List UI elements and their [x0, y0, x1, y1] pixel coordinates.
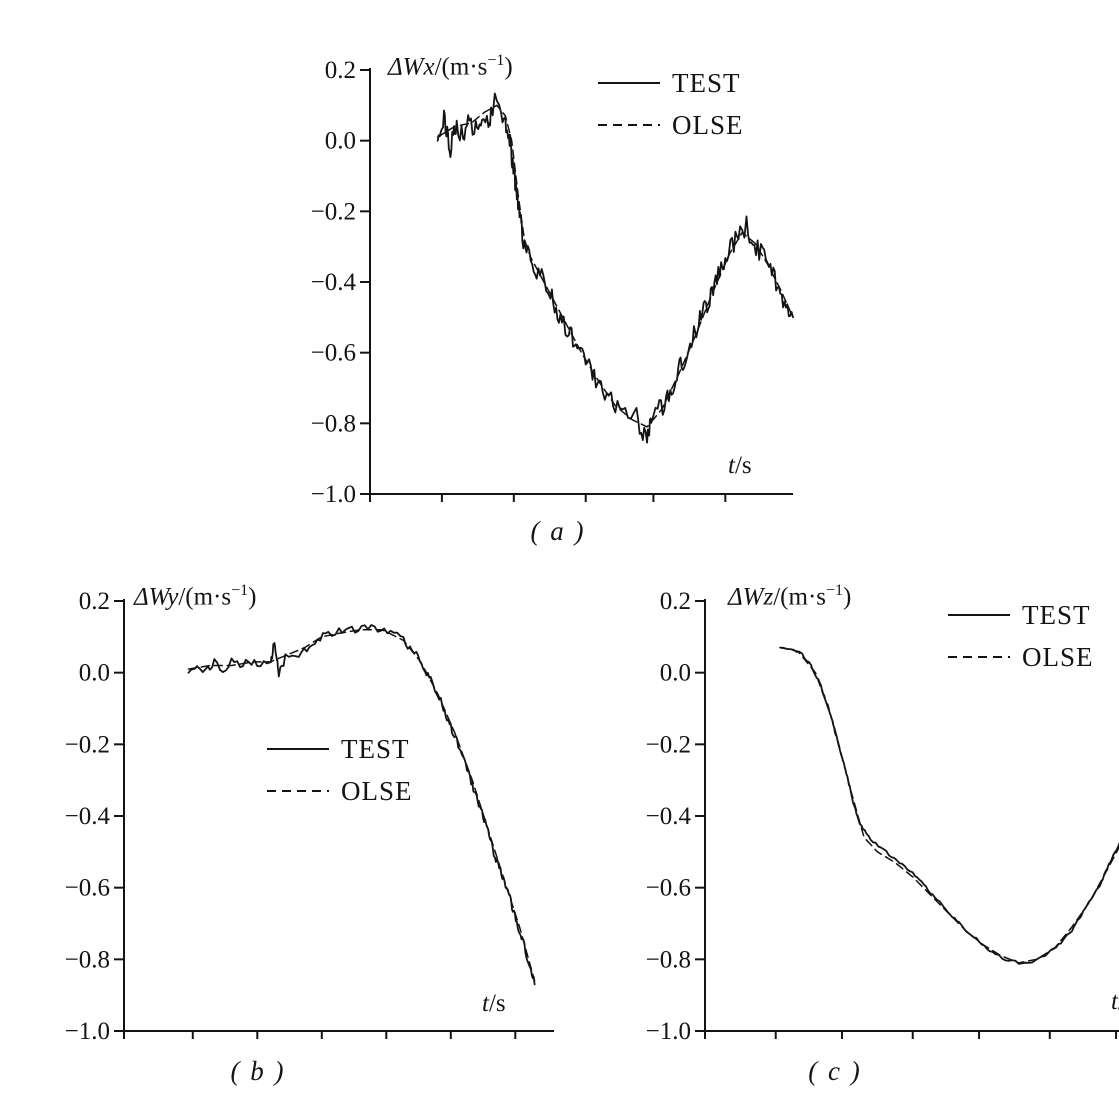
svg-text:−0.4: −0.4 [311, 269, 357, 296]
svg-text:0.0: 0.0 [79, 660, 110, 687]
x-label-variable: t [728, 452, 735, 479]
x-label-variable: t [1111, 988, 1118, 1015]
axis-variable: ΔWx [388, 53, 435, 81]
svg-text:−0.6: −0.6 [65, 875, 110, 902]
svg-text:0.0: 0.0 [325, 128, 356, 155]
dashed-line-sample-icon [267, 790, 329, 792]
chart-b-x-axis-label: t/s [482, 990, 506, 1018]
legend-label: TEST [1022, 599, 1091, 630]
svg-text:0.2: 0.2 [79, 588, 110, 615]
legend-label: TEST [341, 733, 410, 764]
chart-b-plot: 0.2 0.0 −0.2 −0.4 −0.6 −0.8 −1.0 [65, 588, 554, 1045]
legend-label: OLSE [672, 109, 744, 140]
legend-label: TEST [672, 67, 741, 98]
axis-unit: /(m·s [773, 583, 827, 611]
svg-text:0.2: 0.2 [325, 57, 356, 84]
solid-line-sample-icon [598, 81, 660, 85]
svg-text:−0.2: −0.2 [65, 731, 110, 758]
axis-unit-exponent: −1 [826, 582, 844, 599]
chart-b-y-axis-title: ΔWy/(m·s−1) [134, 582, 256, 611]
legend-row: TEST [948, 594, 1094, 636]
axis-unit: /(m·s [434, 53, 488, 81]
solid-line-sample-icon [948, 613, 1010, 617]
chart-c-y-axis-title: ΔWz/(m·s−1) [728, 582, 851, 611]
x-label-unit: /s [734, 452, 752, 479]
axis-unit: /(m·s [178, 583, 232, 611]
chart-a-y-axis-title: ΔWx/(m·s−1) [388, 52, 513, 81]
chart-b: 0.2 0.0 −0.2 −0.4 −0.6 −0.8 −1.0 ΔWy/(m·s−1) T… [42, 566, 562, 1111]
chart-a-x-axis-label: t/s [728, 452, 752, 480]
svg-text:−0.2: −0.2 [646, 731, 691, 758]
dashed-line-sample-icon [598, 124, 660, 126]
legend-row: OLSE [598, 104, 744, 146]
chart-b-caption: ( b ) [230, 1056, 286, 1086]
svg-text:−1.0: −1.0 [65, 1018, 110, 1045]
chart-c-legend: TEST OLSE [948, 594, 1094, 678]
axis-unit-close: ) [843, 583, 852, 611]
axis-variable: ΔWz [728, 583, 774, 611]
svg-text:−1.0: −1.0 [311, 481, 356, 508]
chart-a-plot: 0.2 0.0 −0.2 −0.4 −0.6 −0.8 −1.0 [311, 57, 794, 508]
svg-text:−0.6: −0.6 [646, 875, 691, 902]
svg-text:0.2: 0.2 [660, 588, 691, 615]
svg-text:−0.8: −0.8 [311, 410, 356, 437]
svg-text:−0.4: −0.4 [65, 803, 111, 830]
x-label-variable: t [482, 990, 489, 1017]
chart-c-plot: 0.2 0.0 −0.2 −0.4 −0.6 −0.8 −1.0 [646, 588, 1119, 1045]
axis-unit-close: ) [248, 583, 257, 611]
x-label-unit: /s [488, 990, 506, 1017]
axis-variable: ΔWy [134, 583, 179, 611]
legend-row: TEST [598, 62, 744, 104]
axis-unit-exponent: −1 [231, 582, 249, 599]
legend-label: OLSE [1022, 641, 1094, 672]
chart-c: 0.2 0.0 −0.2 −0.4 −0.6 −0.8 −1.0 ΔWz/(m·s−1) T… [623, 566, 1119, 1111]
solid-line-sample-icon [267, 747, 329, 751]
chart-a: 0.2 0.0 −0.2 −0.4 −0.6 −0.8 −1.0 ΔWx/(m·s−1) T… [298, 34, 818, 579]
svg-text:−0.6: −0.6 [311, 340, 356, 367]
chart-a-legend: TEST OLSE [598, 62, 744, 146]
svg-text:−0.4: −0.4 [646, 803, 692, 830]
chart-c-x-axis-label: t/s [1111, 988, 1119, 1016]
axis-unit-exponent: −1 [487, 52, 505, 69]
legend-label: OLSE [341, 775, 413, 806]
x-label-unit: /s [1118, 988, 1119, 1015]
chart-b-legend: TEST OLSE [267, 728, 413, 812]
svg-text:0.0: 0.0 [660, 660, 691, 687]
svg-text:−0.2: −0.2 [311, 198, 356, 225]
chart-a-caption: ( a ) [530, 516, 586, 546]
dashed-line-sample-icon [948, 656, 1010, 658]
legend-row: OLSE [948, 636, 1094, 678]
chart-c-caption: ( c ) [808, 1056, 862, 1086]
svg-text:−1.0: −1.0 [646, 1018, 691, 1045]
svg-text:−0.8: −0.8 [646, 946, 691, 973]
legend-row: OLSE [267, 770, 413, 812]
legend-row: TEST [267, 728, 413, 770]
svg-text:−0.8: −0.8 [65, 946, 110, 973]
axis-unit-close: ) [504, 53, 513, 81]
